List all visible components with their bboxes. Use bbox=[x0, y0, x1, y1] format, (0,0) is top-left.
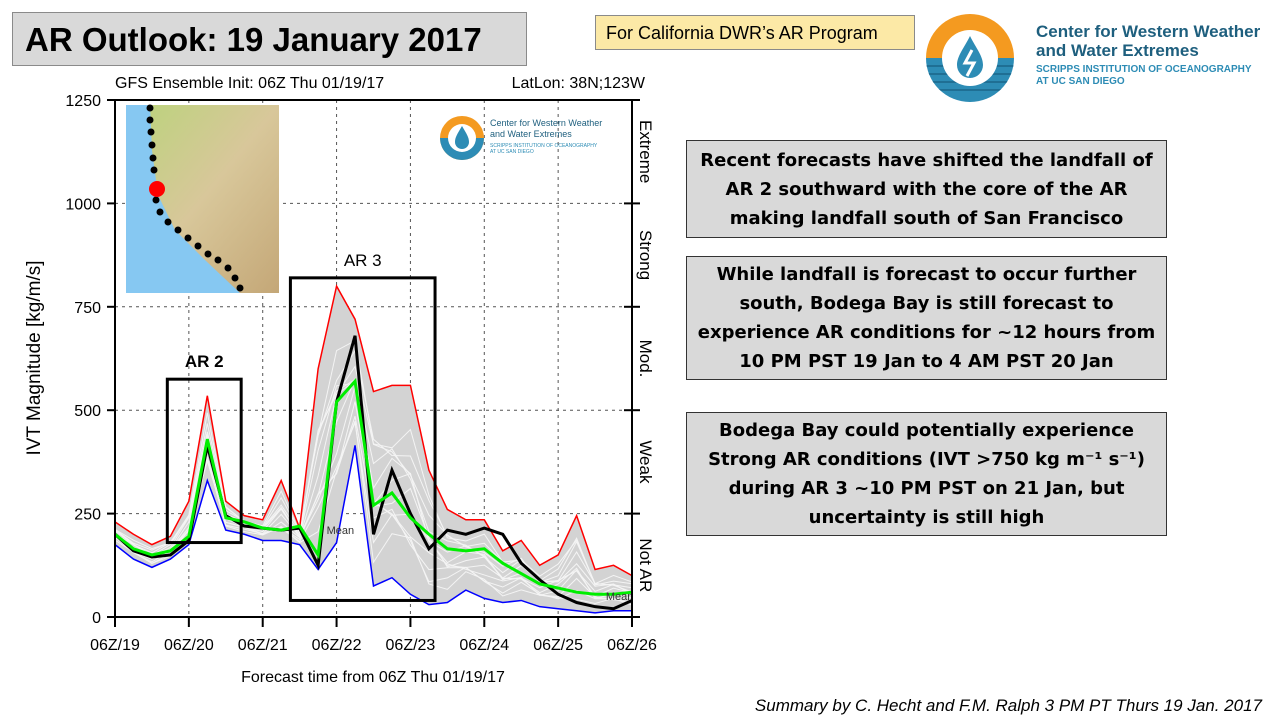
logo-line2: and Water Extremes bbox=[1036, 41, 1199, 60]
annotation-label: AR 2 bbox=[185, 352, 224, 371]
coast-point bbox=[146, 104, 154, 112]
info-box-strong-ar-potential: Bodega Bay could potentially experience … bbox=[686, 412, 1167, 536]
cw3e-logo-icon bbox=[926, 14, 1014, 102]
coast-point bbox=[148, 141, 156, 149]
x-tick-label: 06Z/24 bbox=[459, 637, 509, 654]
info-box-bodega-bay-conditions: While landfall is forecast to occur furt… bbox=[686, 256, 1167, 380]
summary-credit: Summary by C. Hecht and F.M. Ralph 3 PM … bbox=[754, 696, 1262, 715]
coast-point bbox=[174, 226, 182, 234]
chart-subtitle: LatLon: 38N;123W bbox=[512, 75, 646, 92]
mean-label: Mean bbox=[327, 525, 355, 537]
category-label: Extreme bbox=[636, 120, 655, 183]
mean-label: Mean bbox=[606, 591, 634, 603]
category-label: Weak bbox=[636, 440, 655, 484]
category-label: Strong bbox=[636, 230, 655, 280]
info-box-landfall-shift: Recent forecasts have shifted the landfa… bbox=[686, 140, 1167, 238]
slide-title: AR Outlook: 19 January 2017 bbox=[12, 12, 527, 66]
coast-point bbox=[146, 116, 154, 124]
x-axis-label: Forecast time from 06Z Thu 01/19/17 bbox=[241, 669, 505, 686]
ensemble-member-line bbox=[114, 349, 633, 586]
coast-point bbox=[156, 208, 164, 216]
coast-point bbox=[204, 250, 212, 258]
ivt-chart: GFS Ensemble Init: 06Z Thu 01/19/17 LatL… bbox=[24, 75, 657, 686]
y-tick-label: 500 bbox=[74, 403, 101, 420]
chart-logo-line4: AT UC SAN DIEGO bbox=[490, 149, 534, 155]
coast-point bbox=[214, 256, 222, 264]
y-tick-label: 1000 bbox=[65, 196, 101, 213]
coast-point bbox=[184, 234, 192, 242]
coast-point bbox=[147, 128, 155, 136]
x-tick-label: 06Z/25 bbox=[533, 637, 583, 654]
x-tick-label: 06Z/23 bbox=[386, 637, 436, 654]
y-tick-label: 0 bbox=[92, 610, 101, 627]
y-tick-label: 750 bbox=[74, 300, 101, 317]
coast-point bbox=[150, 166, 158, 174]
plot-frame bbox=[114, 99, 633, 618]
annotation-box bbox=[288, 276, 437, 602]
program-note: For California DWR’s AR Program bbox=[595, 15, 915, 50]
coast-point bbox=[149, 154, 157, 162]
coast-point bbox=[224, 264, 232, 272]
logo-line4: AT UC SAN DIEGO bbox=[1036, 76, 1125, 87]
annotation-label: AR 3 bbox=[344, 251, 382, 270]
chart-logo: Center for Western Weather and Water Ext… bbox=[440, 116, 602, 160]
category-label: Not AR bbox=[636, 538, 655, 592]
logo-line3: SCRIPPS INSTITUTION OF OCEANOGRAPHY bbox=[1036, 64, 1252, 75]
coast-points bbox=[146, 104, 244, 292]
chart-logo-line2: and Water Extremes bbox=[490, 129, 572, 139]
x-tick-label: 06Z/22 bbox=[312, 637, 362, 654]
x-tick-label: 06Z/21 bbox=[238, 637, 288, 654]
category-label: Mod. bbox=[636, 340, 655, 378]
chart-title: GFS Ensemble Init: 06Z Thu 01/19/17 bbox=[115, 75, 384, 92]
y-tick-label: 1250 bbox=[65, 93, 101, 110]
location-marker bbox=[149, 181, 165, 197]
inset-map bbox=[126, 104, 279, 293]
y-axis-label: IVT Magnitude [kg/m/s] bbox=[24, 260, 45, 455]
x-tick-label: 06Z/26 bbox=[607, 637, 657, 654]
ensemble-member-line bbox=[114, 339, 633, 585]
cw3e-logo: Center for Western Weather and Water Ext… bbox=[924, 12, 1274, 107]
x-tick-label: 06Z/19 bbox=[90, 637, 140, 654]
chart-logo-line3: SCRIPPS INSTITUTION OF OCEANOGRAPHY bbox=[490, 143, 598, 149]
annotation-box bbox=[165, 377, 243, 545]
y-tick-label: 250 bbox=[74, 507, 101, 524]
logo-line1: Center for Western Weather bbox=[1036, 22, 1261, 41]
chart-logo-line1: Center for Western Weather bbox=[490, 118, 602, 128]
coast-point bbox=[152, 196, 160, 204]
coast-point bbox=[231, 274, 239, 282]
ensemble-spread-band bbox=[115, 286, 632, 613]
coast-point bbox=[164, 218, 172, 226]
coast-point bbox=[236, 284, 244, 292]
coast-point bbox=[194, 242, 202, 250]
axes: 0 250 500 750 1000 1250 06Z/19 06Z/20 06Z/21 06Z/… bbox=[65, 93, 657, 654]
x-tick-label: 06Z/20 bbox=[164, 637, 214, 654]
